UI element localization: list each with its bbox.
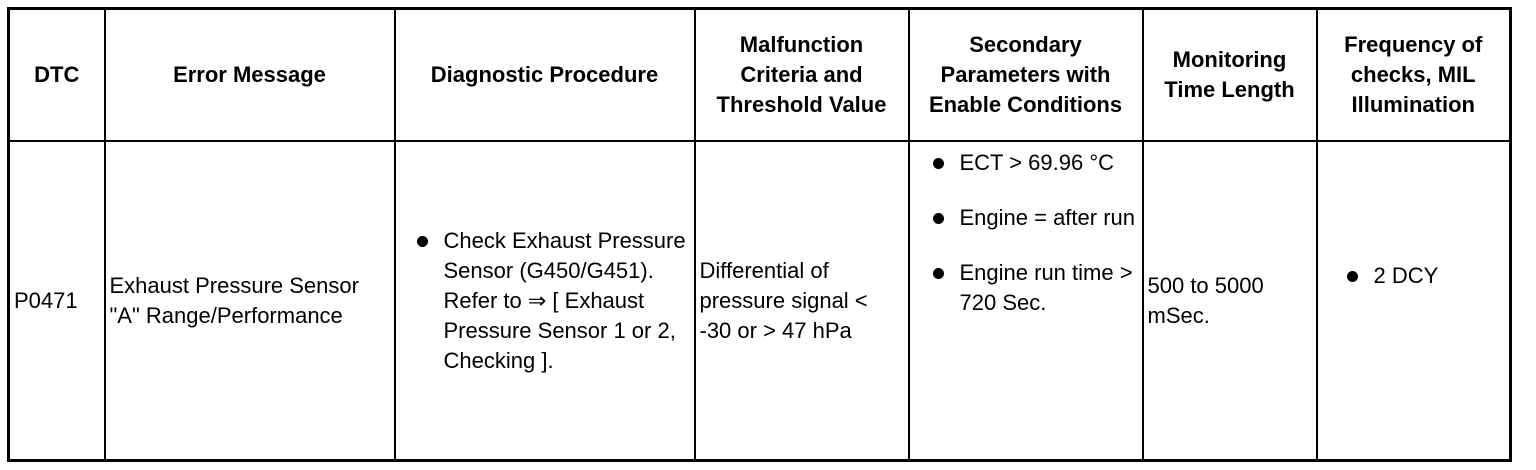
header-dtc: DTC — [7, 7, 106, 142]
cell-monitoring-time: 500 to 5000 mSec. — [1141, 140, 1318, 462]
conditions-list: ECT > 69.96 °C Engine = after run Engine… — [926, 148, 1138, 318]
condition-item-run-time: Engine run time > 720 Sec. — [926, 258, 1138, 318]
header-error-message: Error Message — [103, 7, 396, 142]
table-header-row: DTC Error Message Diagnostic Procedure M… — [7, 7, 1512, 142]
cell-diagnostic-procedure: Check Exhaust Pressure Sensor (G450/G451… — [393, 140, 696, 462]
header-monitoring-time: Monitoring Time Length — [1141, 7, 1318, 142]
frequency-list: 2 DCY — [1340, 261, 1506, 291]
condition-item-engine-state: Engine = after run — [926, 203, 1138, 233]
frequency-item: 2 DCY — [1340, 261, 1506, 291]
procedure-item: Check Exhaust Pressure Sensor (G450/G451… — [410, 226, 688, 376]
cell-secondary-parameters: ECT > 69.96 °C Engine = after run Engine… — [907, 140, 1144, 462]
cell-error-message: Exhaust Pressure Sensor "A" Range/Perfor… — [103, 140, 396, 462]
cell-dtc: P0471 — [7, 140, 106, 462]
procedure-list: Check Exhaust Pressure Sensor (G450/G451… — [410, 226, 688, 376]
cell-frequency: 2 DCY — [1315, 140, 1512, 462]
header-secondary-parameters: Secondary Parameters with Enable Conditi… — [907, 7, 1144, 142]
dtc-table-container: DTC Error Message Diagnostic Procedure M… — [7, 7, 1512, 462]
cell-malfunction-criteria: Differential of pressure signal < -30 or… — [693, 140, 910, 462]
table-row: P0471 Exhaust Pressure Sensor "A" Range/… — [7, 140, 1512, 462]
condition-item-ect: ECT > 69.96 °C — [926, 148, 1138, 178]
dtc-table: DTC Error Message Diagnostic Procedure M… — [7, 7, 1512, 462]
header-diagnostic-procedure: Diagnostic Procedure — [393, 7, 696, 142]
header-frequency: Frequency of checks, MIL Illumination — [1315, 7, 1512, 142]
header-malfunction-criteria: Malfunction Criteria and Threshold Value — [693, 7, 910, 142]
